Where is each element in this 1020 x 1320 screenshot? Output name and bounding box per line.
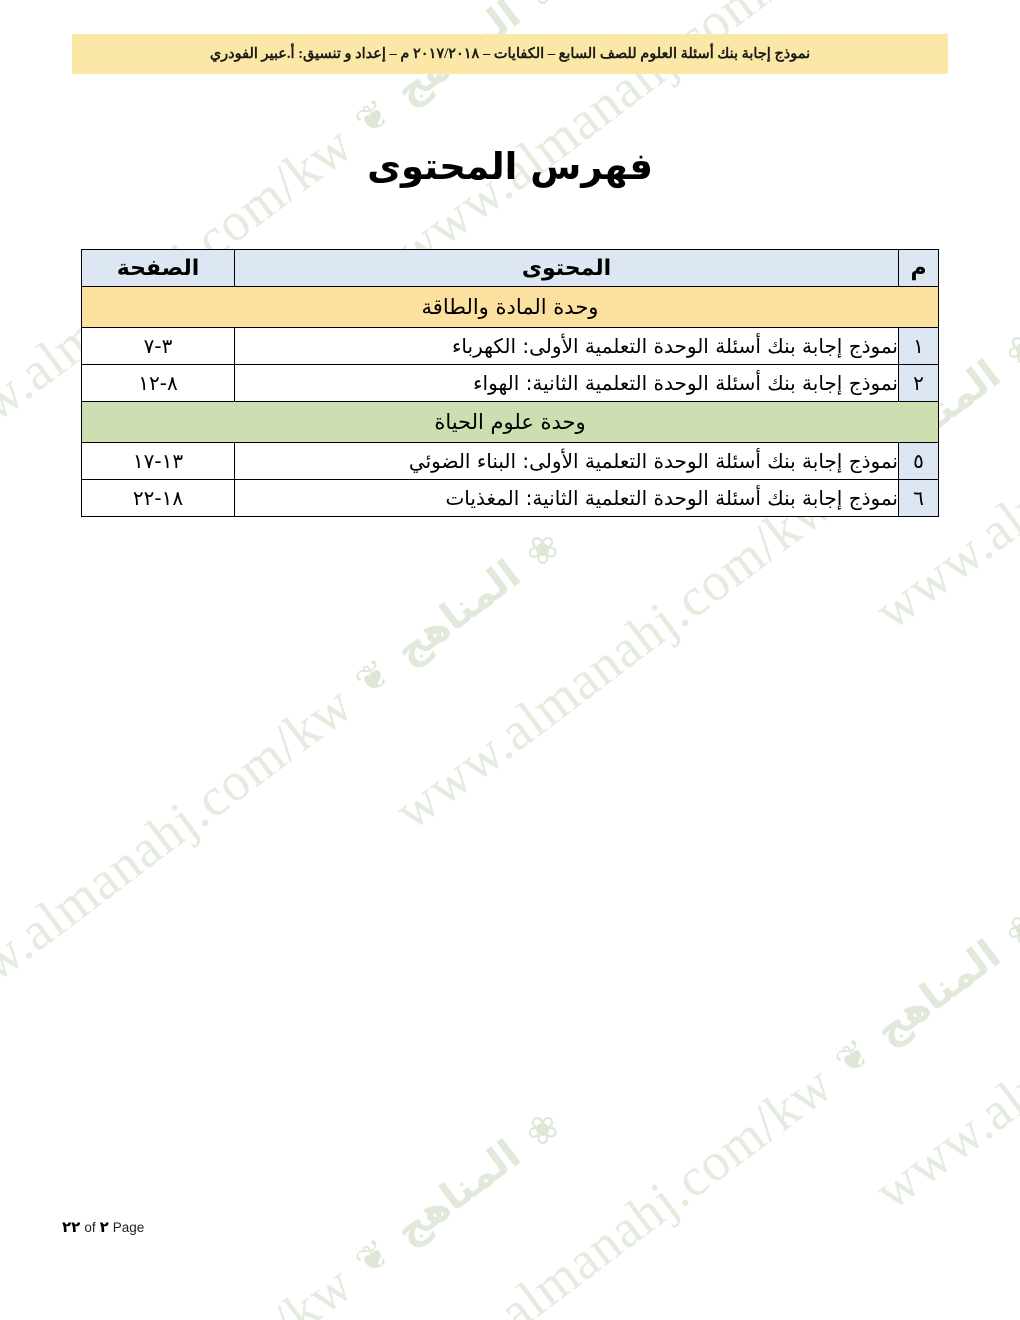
table-header-row: م المحتوى الصفحة — [81, 249, 939, 287]
unit-band-row: وحدة علوم الحياة — [81, 401, 939, 443]
toc-table: م المحتوى الصفحة وحدة المادة والطاقة — [81, 249, 939, 517]
row-content-value: نموذج إجابة بنك أسئلة الوحدة التعلمية ال… — [452, 334, 898, 358]
table-row: ٢ نموذج إجابة بنك أسئلة الوحدة التعلمية … — [81, 364, 939, 402]
column-header-page: الصفحة — [81, 249, 235, 287]
unit-band-cell: وحدة علوم الحياة — [81, 401, 939, 443]
footer-of-label: of — [84, 1220, 96, 1235]
row-content[interactable]: نموذج إجابة بنك أسئلة الوحدة التعلمية ال… — [234, 327, 899, 365]
page-footer: ٢٢ of ٢ Page — [62, 1218, 144, 1236]
column-header-page-label: الصفحة — [116, 255, 200, 281]
unit-band-cell: وحدة المادة والطاقة — [81, 286, 939, 328]
column-header-number-label: م — [910, 255, 927, 281]
column-header-content: المحتوى — [234, 249, 899, 287]
row-content-value: نموذج إجابة بنك أسئلة الوحدة التعلمية ال… — [445, 486, 898, 510]
page-title: فهرس المحتوى — [367, 145, 653, 188]
row-number: ٢ — [898, 364, 939, 402]
footer-page-label: Page — [112, 1220, 145, 1235]
footer-current-page: ٢ — [99, 1218, 109, 1236]
table-row: ١ نموذج إجابة بنك أسئلة الوحدة التعلمية … — [81, 327, 939, 365]
row-number-value: ١ — [913, 334, 924, 358]
row-page: ٨-١٢ — [81, 364, 235, 402]
unit-band-label: وحدة المادة والطاقة — [421, 295, 599, 319]
row-page-value: ١٨-٢٢ — [132, 486, 184, 510]
row-number-value: ٥ — [913, 449, 924, 473]
row-page: ١٨-٢٢ — [81, 479, 235, 517]
table-of-contents: م المحتوى الصفحة وحدة المادة والطاقة — [81, 249, 939, 517]
row-page: ١٣-١٧ — [81, 442, 235, 480]
unit-band-row: وحدة المادة والطاقة — [81, 286, 939, 328]
row-content[interactable]: نموذج إجابة بنك أسئلة الوحدة التعلمية ال… — [234, 442, 899, 480]
unit-band-label: وحدة علوم الحياة — [434, 410, 586, 434]
row-content-value: نموذج إجابة بنك أسئلة الوحدة التعلمية ال… — [473, 371, 898, 395]
footer-total-pages: ٢٢ — [62, 1218, 81, 1236]
column-header-content-label: المحتوى — [521, 255, 612, 281]
row-number-value: ٦ — [913, 486, 924, 510]
header-banner-text: نموذج إجابة بنك أسئلة العلوم للصف السابع… — [209, 45, 811, 62]
table-row: ٦ نموذج إجابة بنك أسئلة الوحدة التعلمية … — [81, 479, 939, 517]
column-header-number: م — [898, 249, 939, 287]
row-number: ٦ — [898, 479, 939, 517]
row-content[interactable]: نموذج إجابة بنك أسئلة الوحدة التعلمية ال… — [234, 479, 899, 517]
row-page-value: ٨-١٢ — [138, 371, 178, 395]
table-row: ٥ نموذج إجابة بنك أسئلة الوحدة التعلمية … — [81, 442, 939, 480]
row-content[interactable]: نموذج إجابة بنك أسئلة الوحدة التعلمية ال… — [234, 364, 899, 402]
document-header-banner: نموذج إجابة بنك أسئلة العلوم للصف السابع… — [72, 34, 948, 74]
row-number-value: ٢ — [913, 371, 924, 395]
row-content-value: نموذج إجابة بنك أسئلة الوحدة التعلمية ال… — [408, 449, 898, 473]
row-page-value: ٣-٧ — [143, 334, 173, 358]
row-page-value: ١٣-١٧ — [132, 449, 184, 473]
row-number: ١ — [898, 327, 939, 365]
row-page: ٣-٧ — [81, 327, 235, 365]
row-number: ٥ — [898, 442, 939, 480]
